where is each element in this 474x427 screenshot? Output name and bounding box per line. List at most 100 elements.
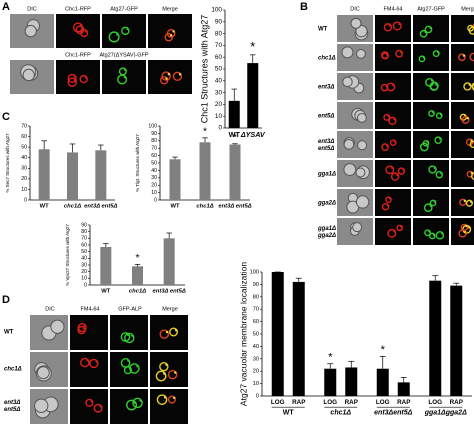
punctum bbox=[468, 226, 471, 229]
y-tick-label: 20 bbox=[81, 269, 87, 275]
bar bbox=[429, 280, 442, 396]
vacuole bbox=[458, 53, 466, 62]
x-tick-label: chc1Δ bbox=[64, 203, 81, 209]
punctum bbox=[73, 75, 77, 78]
x-tick-label: RAP bbox=[292, 399, 305, 406]
micrograph bbox=[337, 44, 373, 71]
column-label: Atg27(ΔYSAV)-GFP bbox=[99, 52, 148, 58]
y-tick-label: 10 bbox=[81, 276, 87, 282]
cell bbox=[50, 319, 65, 334]
y-tick-label: 70 bbox=[215, 42, 223, 49]
vacuole bbox=[471, 82, 474, 90]
row-label: ent5Δ bbox=[4, 407, 20, 413]
punctum bbox=[95, 360, 98, 363]
bar bbox=[292, 281, 305, 396]
punctum bbox=[430, 79, 434, 82]
punctum bbox=[400, 50, 403, 54]
vacuole bbox=[85, 398, 94, 407]
y-tick-label: 100 bbox=[211, 7, 222, 14]
cell bbox=[350, 17, 362, 29]
vacuole bbox=[161, 71, 171, 81]
punctum bbox=[432, 110, 435, 114]
x-tick-label: ent3Δ ent5Δ bbox=[218, 203, 251, 209]
micrograph bbox=[70, 352, 108, 387]
column-label: Atg27-GFP bbox=[417, 6, 445, 12]
punctum bbox=[116, 33, 119, 36]
cell bbox=[355, 167, 366, 178]
column-label: GFP-ALP bbox=[118, 306, 142, 312]
cell bbox=[355, 195, 370, 209]
significance-marker: * bbox=[250, 39, 255, 54]
punctum bbox=[136, 365, 139, 368]
vacuole bbox=[428, 232, 436, 240]
group-label: gga1Δgga2Δ bbox=[424, 410, 467, 417]
vacuole bbox=[381, 52, 389, 60]
micrograph bbox=[451, 44, 474, 71]
vacuole bbox=[159, 329, 170, 339]
cell bbox=[355, 24, 368, 38]
y-axis-label: Chc1 Structures with Atg27 bbox=[199, 15, 209, 124]
punctum bbox=[123, 68, 127, 71]
vacuole bbox=[468, 26, 474, 35]
bar bbox=[95, 150, 107, 200]
vacuole bbox=[395, 49, 404, 58]
row-label: ent5Δ bbox=[318, 146, 334, 152]
cell bbox=[36, 366, 50, 380]
punctum bbox=[429, 26, 432, 30]
punctum bbox=[388, 24, 392, 27]
punctum bbox=[172, 30, 175, 33]
column-label: Chc1-RFP bbox=[65, 52, 91, 58]
cell bbox=[343, 163, 357, 176]
x-tick-label: RAP bbox=[345, 399, 358, 406]
bar bbox=[163, 238, 175, 285]
punctum bbox=[387, 114, 390, 118]
y-tick-label: 10 bbox=[21, 187, 27, 193]
punctum bbox=[79, 24, 83, 27]
significance-marker: * bbox=[135, 253, 139, 264]
y-axis-label: Atg27 vacuolar membrane localization bbox=[238, 262, 248, 406]
y-axis-label: % Sec7 Structures with Atg27 bbox=[5, 133, 10, 193]
y-tick-label: 50 bbox=[21, 145, 27, 151]
vacuole bbox=[463, 82, 472, 91]
y-tick-label: 40 bbox=[215, 77, 223, 84]
vacuole bbox=[80, 357, 90, 368]
punctum bbox=[165, 363, 168, 366]
vacuole bbox=[467, 24, 474, 32]
micrograph bbox=[451, 160, 474, 187]
vacuole bbox=[67, 73, 77, 84]
bar bbox=[450, 285, 463, 396]
micrograph bbox=[451, 102, 474, 129]
bar bbox=[247, 63, 259, 128]
y-tick-label: 90 bbox=[151, 131, 157, 137]
micrograph bbox=[413, 218, 449, 245]
punctum bbox=[439, 113, 443, 116]
row-label: gga2Δ bbox=[317, 201, 336, 207]
micrograph bbox=[375, 73, 411, 100]
punctum bbox=[163, 372, 166, 375]
y-tick-label: 90 bbox=[215, 18, 223, 25]
punctum bbox=[466, 117, 469, 120]
punctum bbox=[99, 405, 102, 408]
micrograph bbox=[70, 315, 108, 350]
punctum bbox=[439, 137, 442, 140]
column-label: FM4-64 bbox=[81, 306, 100, 312]
row-label: WT bbox=[4, 330, 14, 336]
vacuole bbox=[392, 21, 402, 31]
vacuole bbox=[428, 110, 435, 117]
micrograph bbox=[375, 15, 411, 42]
vacuole bbox=[432, 50, 440, 58]
punctum bbox=[178, 73, 182, 76]
micrograph bbox=[375, 131, 411, 158]
punctum bbox=[386, 144, 389, 147]
row-label: ent5Δ bbox=[318, 114, 334, 120]
punctum bbox=[396, 173, 399, 177]
punctum bbox=[392, 83, 395, 87]
vacuole bbox=[461, 115, 470, 124]
row-label: chc1Δ bbox=[4, 367, 22, 373]
punctum bbox=[393, 230, 396, 233]
punctum bbox=[86, 359, 89, 362]
micrograph bbox=[110, 389, 148, 424]
panel-label: D bbox=[2, 294, 10, 306]
micrograph bbox=[451, 15, 474, 42]
